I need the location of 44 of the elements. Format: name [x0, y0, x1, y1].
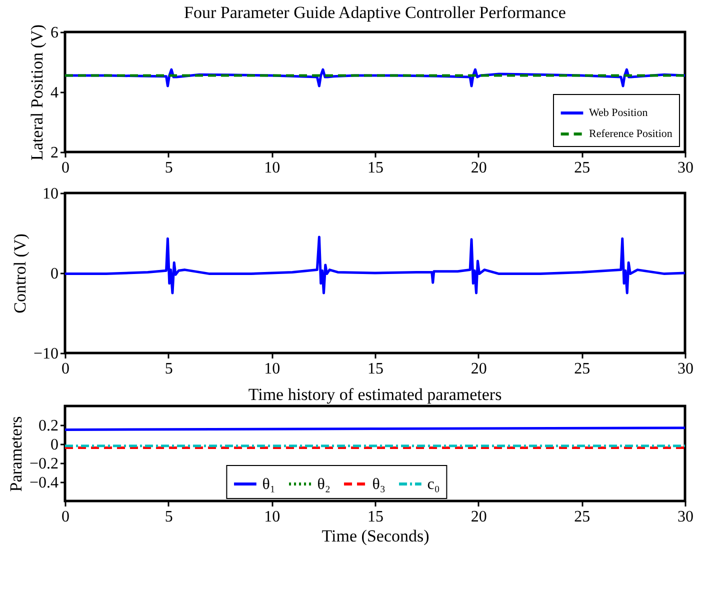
x-tick-label: 15	[368, 160, 384, 176]
line-series	[64, 236, 686, 294]
legend-label: θ₂	[317, 476, 330, 493]
x-tick-label: 25	[574, 508, 590, 526]
x-tick-label: 5	[164, 508, 173, 526]
legend-label: θ₁	[262, 476, 276, 493]
chart-title: Four Parameter Guide Adaptive Controller Performance	[184, 3, 566, 22]
x-tick-label: 25	[574, 360, 590, 378]
y-tick-label: 2	[50, 144, 58, 162]
x-tick-label: 15	[368, 508, 384, 526]
x-tick-label: 30	[678, 160, 694, 176]
x-tick-label: 5	[164, 160, 173, 176]
y-tick-label: 6	[50, 24, 58, 42]
x-tick-label: 0	[62, 160, 70, 176]
chart-title: Time history of estimated parameters	[248, 385, 502, 404]
y-tick-label: 10	[42, 186, 58, 202]
y-tick-label: −0.4	[29, 474, 58, 492]
x-tick-label: 0	[62, 508, 70, 526]
x-tick-label: 5	[164, 360, 173, 378]
y-tick-label: 0	[50, 266, 58, 282]
x-axis-title: Time (Seconds)	[322, 526, 430, 546]
y-tick-label: 0.2	[38, 418, 58, 434]
x-tick-label: 10	[264, 508, 280, 526]
y-tick-label: 0	[50, 436, 58, 454]
x-tick-label: 25	[574, 160, 590, 176]
x-tick-label: 0	[62, 360, 70, 378]
y-tick-label: −10	[33, 346, 58, 362]
x-tick-label: 15	[368, 360, 384, 378]
x-tick-label: 20	[470, 360, 487, 378]
y-tick-label: 4	[50, 84, 58, 102]
legend-label: θ₃	[372, 476, 386, 493]
x-tick-label: 30	[678, 360, 694, 378]
y-axis-title: Lateral Position (V)	[28, 24, 46, 160]
legend-label: Web Position	[589, 107, 648, 119]
legend-label: c₀	[427, 476, 440, 493]
x-tick-label: 10	[264, 360, 280, 378]
x-tick-label: 10	[264, 160, 280, 176]
y-axis-title: Control (V)	[10, 234, 30, 314]
y-axis-title: Parameters	[6, 416, 26, 492]
x-tick-label: 30	[678, 508, 694, 526]
y-tick-label: −0.2	[29, 456, 58, 472]
x-tick-label: 20	[470, 508, 487, 526]
legend-label: Reference Position	[589, 128, 673, 140]
x-tick-label: 20	[470, 160, 487, 176]
